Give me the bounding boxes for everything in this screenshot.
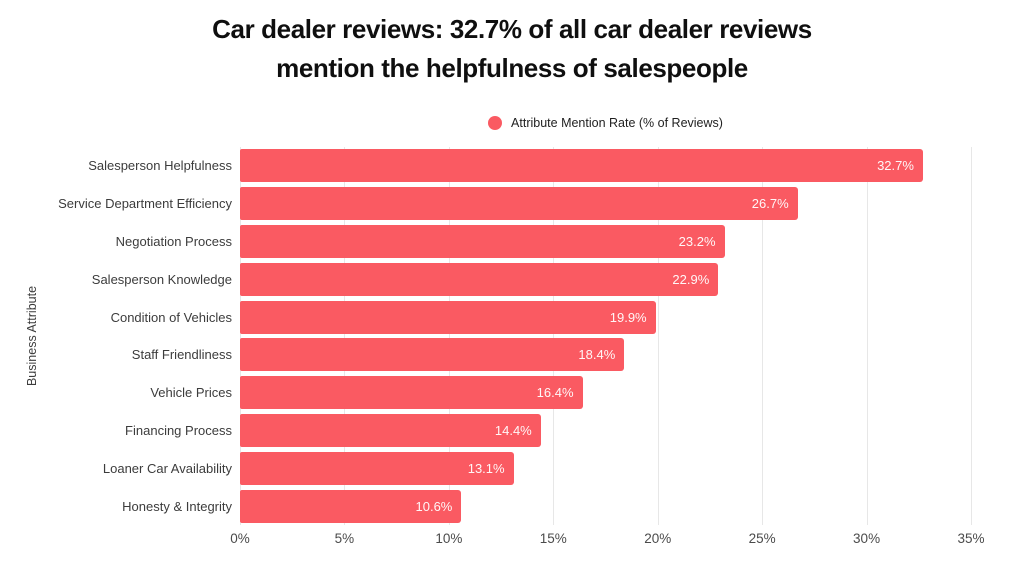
bar: 22.9% (240, 262, 719, 296)
legend-label: Attribute Mention Rate (% of Reviews) (511, 116, 723, 130)
gridline (553, 147, 555, 525)
category-axis-labels: Salesperson Helpfulness Service Departmen… (58, 147, 232, 525)
gridline (762, 147, 764, 525)
bar-row: 14.4% (240, 412, 971, 450)
category-label: Staff Friendliness (131, 347, 232, 363)
bar-row: 16.4% (240, 374, 971, 412)
bar-row: 19.9% (240, 298, 971, 336)
bar-row: 13.1% (240, 449, 971, 487)
category-label: Honesty & Integrity (122, 498, 232, 514)
category-label: Service Department Efficiency (58, 196, 232, 212)
y-axis-title: Business Attribute (25, 285, 39, 387)
bar: 10.6% (240, 489, 462, 523)
bar: 19.9% (240, 300, 656, 334)
gridline (240, 147, 241, 525)
category-label: Salesperson Helpfulness (88, 158, 232, 174)
x-tick-label: 15% (539, 531, 567, 546)
bar: 16.4% (240, 376, 583, 410)
chart-title-line-1: Car dealer reviews: 32.7% of all car dea… (212, 14, 812, 44)
x-tick-label: 20% (644, 531, 672, 546)
bar-value-label: 22.9% (672, 271, 710, 287)
bar-row: 22.9% (240, 260, 971, 298)
bar: 32.7% (240, 149, 923, 183)
legend-swatch-icon (488, 116, 503, 130)
gridline (657, 147, 659, 525)
x-tick-label: 25% (748, 531, 776, 546)
plot-area: 32.7% 26.7% 23.2% 22.9% 19.9% 18.4% 16.4% 14.4%… (240, 147, 972, 525)
legend: Attribute Mention Rate (% of Reviews) (240, 114, 971, 132)
chart-title-line-2: mention the helpfulness of salespeople (276, 53, 748, 83)
category-label: Condition of Vehicles (110, 309, 232, 325)
gridline (448, 147, 450, 525)
category-label: Loaner Car Availability (102, 460, 232, 476)
bar-value-label: 10.6% (415, 498, 453, 514)
bar-row: 10.6% (240, 487, 971, 525)
bar: 14.4% (240, 413, 541, 447)
bar-row: 32.7% (240, 147, 971, 185)
bar-value-label: 19.9% (609, 309, 647, 325)
bars-layer: 32.7% 26.7% 23.2% 22.9% 19.9% 18.4% 16.4% 14.4%… (240, 147, 971, 525)
chart-title: Car dealer reviews: 32.7% of all car dea… (0, 10, 1024, 88)
bar-value-label: 26.7% (751, 196, 789, 212)
bar-value-label: 18.4% (578, 347, 616, 363)
gridline (344, 147, 346, 525)
bar-row: 23.2% (240, 223, 971, 261)
bar: 23.2% (240, 224, 725, 258)
x-tick-label: 35% (957, 531, 985, 546)
category-label: Salesperson Knowledge (91, 271, 232, 287)
bar: 18.4% (240, 338, 625, 372)
x-tick-label: 5% (334, 531, 355, 546)
bar: 13.1% (240, 451, 514, 485)
gridlines (240, 147, 972, 525)
gridline (971, 147, 972, 525)
bar-row: 26.7% (240, 185, 971, 223)
category-label: Financing Process (125, 422, 232, 438)
category-label: Vehicle Prices (150, 385, 232, 401)
gridline (866, 147, 868, 525)
x-tick-label: 0% (230, 531, 250, 546)
x-axis-tick-labels: 0% 5% 10% 15% 20% 25% 30% 35% (230, 531, 984, 549)
bar-value-label: 23.2% (678, 233, 716, 249)
bar: 26.7% (240, 187, 798, 221)
bar-value-label: 16.4% (536, 385, 574, 401)
bar-value-label: 32.7% (877, 158, 914, 174)
category-label: Negotiation Process (115, 233, 232, 249)
x-tick-label: 10% (435, 531, 463, 546)
bar-row: 18.4% (240, 336, 971, 374)
bar-value-label: 14.4% (494, 422, 532, 438)
x-tick-label: 30% (853, 531, 881, 546)
bar-value-label: 13.1% (467, 460, 505, 476)
